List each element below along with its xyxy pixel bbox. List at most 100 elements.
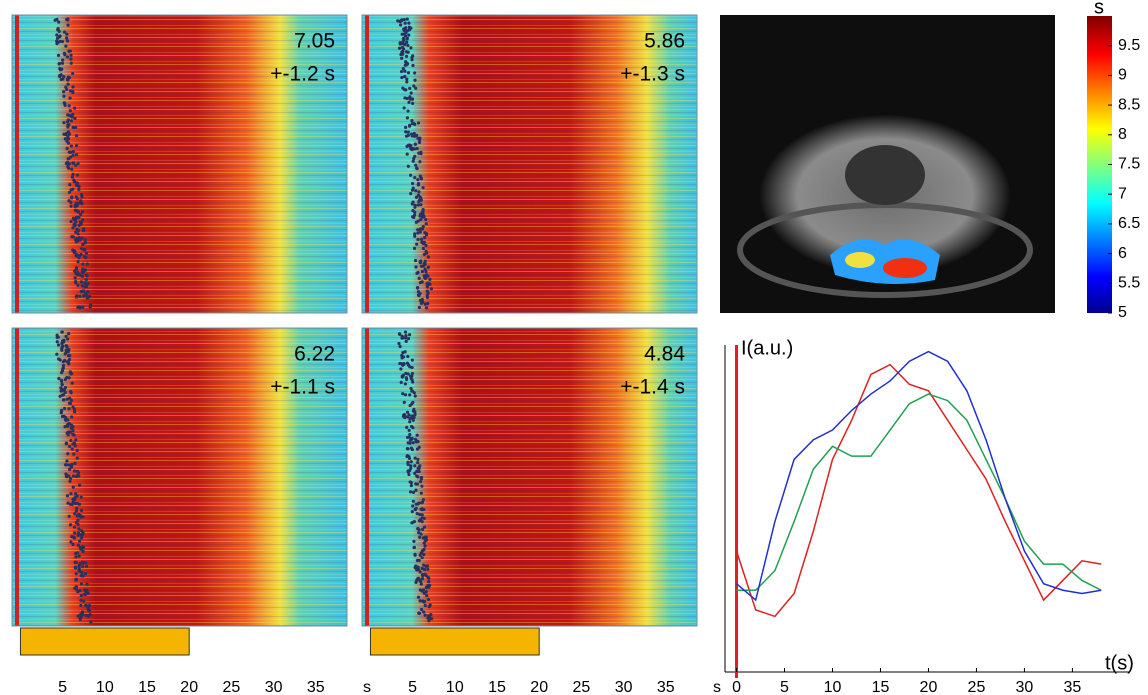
onset-dot: [418, 230, 422, 234]
onset-dot: [71, 149, 75, 154]
onset-dot: [421, 264, 425, 268]
onset-dot: [417, 519, 421, 523]
onset-dot: [75, 456, 79, 460]
onset-dot: [429, 287, 434, 291]
onset-dot: [409, 143, 413, 148]
onset-dot: [79, 280, 83, 284]
onset-dot: [410, 510, 414, 514]
onset-dot: [73, 531, 77, 535]
onset-dot: [425, 594, 429, 598]
onset-dot: [410, 378, 414, 382]
onset-dot: [68, 401, 73, 406]
onset-dot: [422, 507, 426, 512]
annotation: 7.05: [294, 30, 335, 53]
onset-dot: [73, 223, 77, 228]
onset-dot: [70, 462, 74, 467]
x-tick-label: 5: [780, 679, 789, 695]
onset-dot: [410, 436, 414, 440]
onset-dot: [401, 363, 405, 367]
onset-dot: [60, 378, 64, 383]
onset-dot: [71, 442, 75, 446]
onset-dot: [426, 265, 431, 269]
onset-dot: [428, 603, 432, 607]
onset-dot: [74, 230, 78, 234]
onset-dot: [417, 528, 421, 532]
onset-dot: [67, 358, 72, 362]
onset-dot: [82, 228, 86, 232]
onset-dot: [429, 613, 433, 617]
x-tick-label: 15: [138, 679, 156, 695]
onset-dot: [74, 144, 79, 148]
onset-dot: [68, 109, 72, 113]
colorbar-tick-label: 6.5: [1118, 215, 1140, 232]
onset-dot: [423, 613, 427, 617]
onset-dot: [65, 17, 69, 22]
onset-dot: [82, 255, 87, 259]
annotation: +-1.3 s: [620, 63, 685, 86]
onset-dot: [79, 199, 83, 203]
onset-dot: [57, 376, 61, 381]
onset-dot: [418, 198, 422, 202]
onset-dot: [410, 122, 415, 126]
onset-dot: [402, 413, 407, 417]
onset-dot: [400, 45, 405, 50]
onset-dot: [79, 598, 83, 602]
onset-dot: [81, 549, 85, 553]
onset-dot: [84, 571, 88, 576]
onset-dot: [72, 410, 77, 414]
onset-dot: [73, 203, 77, 208]
onset-dot: [406, 164, 410, 168]
onset-dot: [79, 212, 83, 216]
onset-dot: [402, 106, 406, 110]
onset-dot: [422, 563, 426, 567]
onset-dot: [411, 400, 415, 404]
onset-dot: [409, 460, 413, 464]
onset-dot: [58, 358, 62, 362]
onset-dot: [88, 294, 92, 299]
onset-dot: [422, 525, 427, 529]
onset-dot: [408, 393, 412, 397]
onset-dot: [75, 448, 79, 453]
onset-dot: [81, 262, 85, 266]
onset-dot: [426, 584, 430, 588]
onset-dot: [410, 147, 414, 152]
onset-dot: [62, 51, 67, 55]
onset-dot: [405, 77, 409, 81]
onset-dot: [416, 502, 420, 506]
onset-dot: [408, 420, 412, 424]
onset-dot: [406, 354, 410, 359]
onset-dot: [400, 75, 404, 80]
onset-dot: [84, 278, 88, 282]
onset-dot: [406, 43, 410, 48]
onset-dot: [419, 491, 423, 495]
onset-dot: [405, 425, 409, 429]
onset-dot: [59, 386, 63, 390]
onset-dot: [66, 433, 70, 437]
onset-dot: [409, 466, 413, 470]
onset-dot: [411, 499, 415, 503]
onset-dot: [74, 240, 78, 244]
onset-dot: [403, 415, 407, 420]
onset-dot: [82, 248, 86, 252]
onset-dot: [400, 50, 404, 54]
onset-dot: [86, 614, 90, 618]
annotation: 5.86: [644, 30, 685, 53]
onset-dot: [73, 565, 78, 569]
onset-dot: [417, 190, 421, 194]
onset-dot: [70, 447, 74, 451]
onset-dot: [422, 567, 427, 572]
onset-dot: [405, 40, 409, 45]
onset-dot: [404, 54, 409, 58]
onset-dot: [408, 95, 412, 99]
onset-dot: [76, 614, 80, 618]
onset-dot: [76, 161, 80, 166]
onset-dot: [405, 152, 409, 156]
onset-dot: [409, 192, 413, 196]
onset-dot: [405, 116, 409, 120]
onset-dot: [428, 277, 432, 281]
onset-dot: [75, 514, 80, 518]
onset-dot: [409, 173, 413, 177]
onset-dot: [69, 491, 73, 496]
onset-line: [365, 328, 369, 626]
onset-dot: [402, 32, 406, 36]
